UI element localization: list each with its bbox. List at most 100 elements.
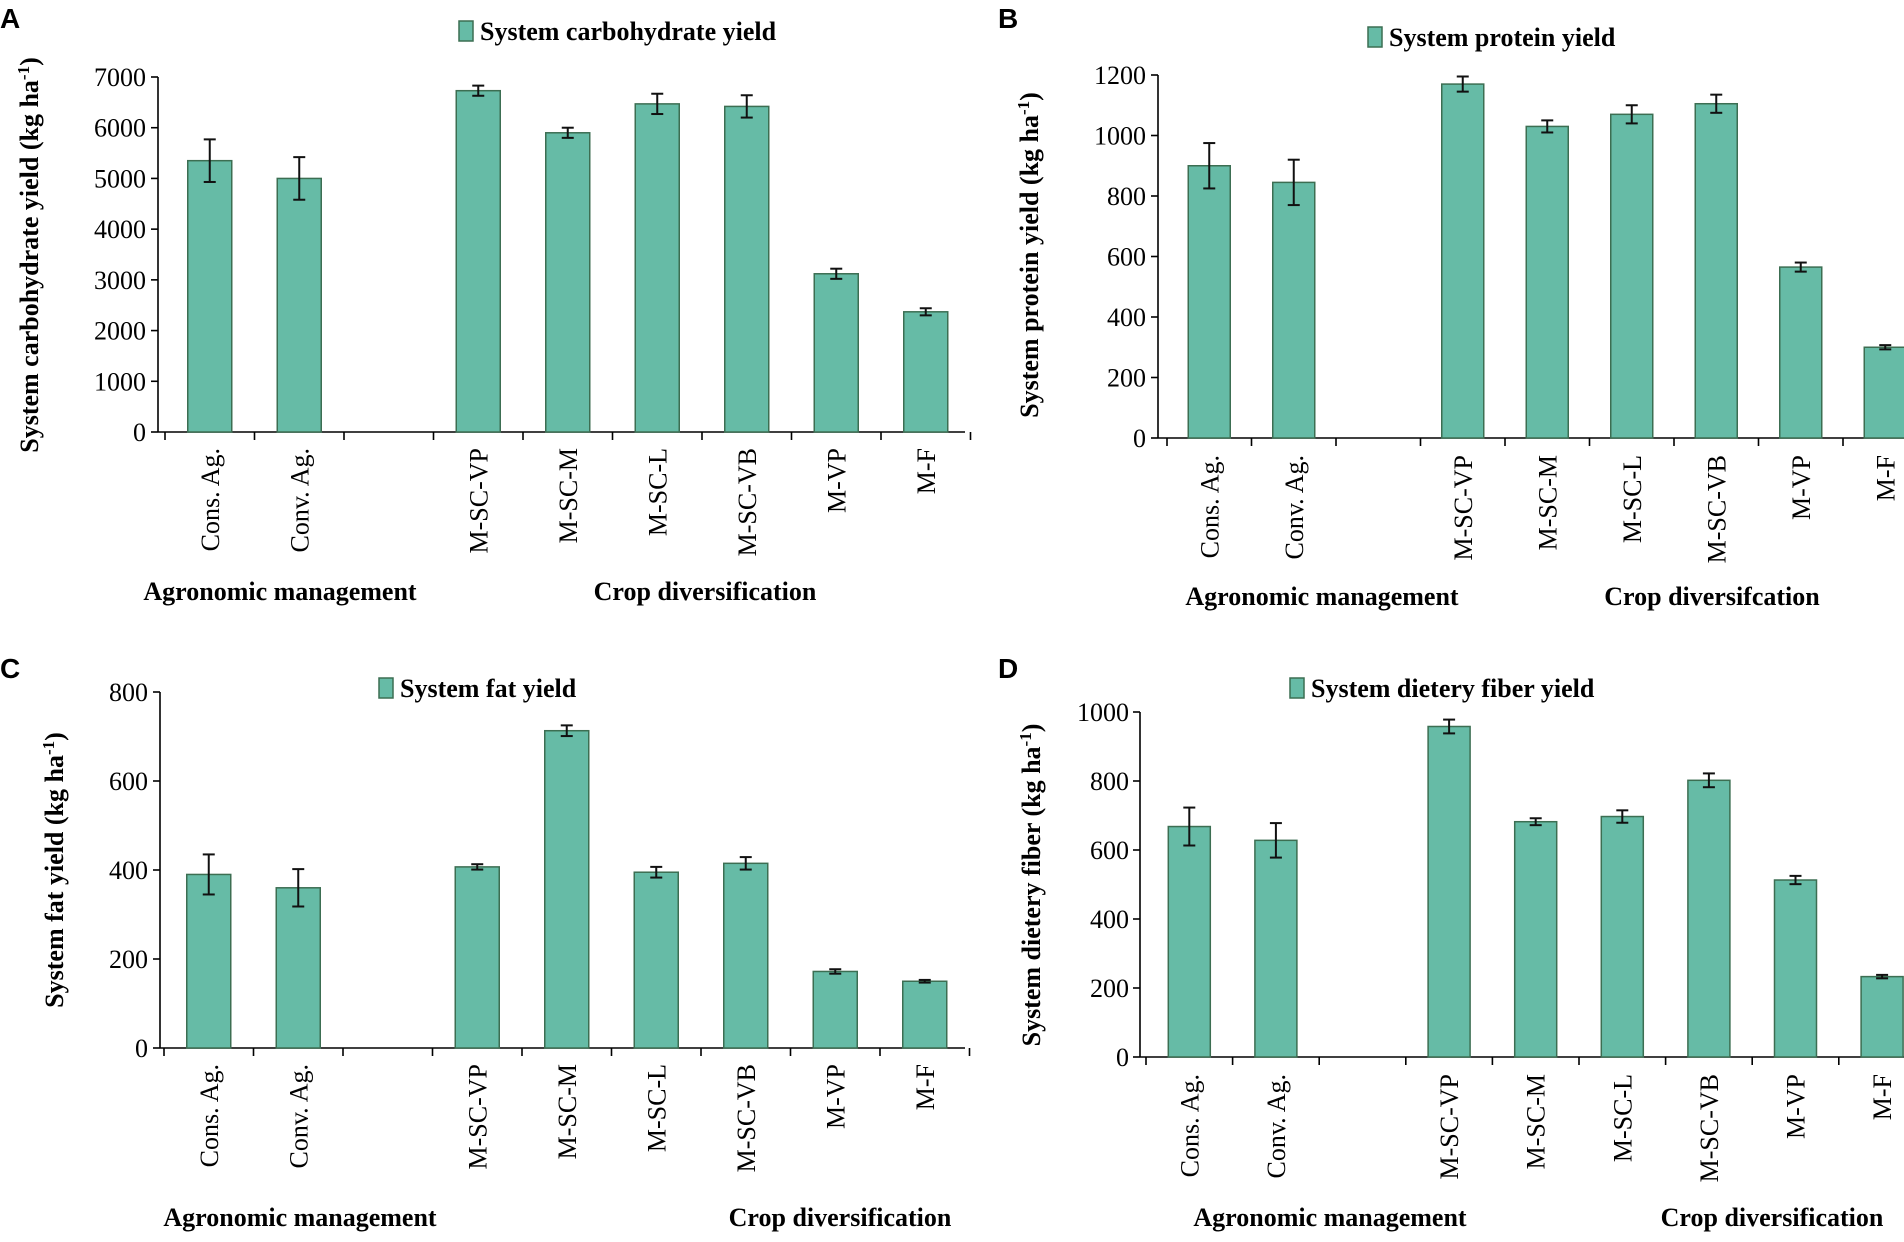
y-tick-label: 1000 [1077,698,1129,727]
bar [1513,820,1558,1058]
y-tick-label: 2000 [94,317,146,346]
error-bar [472,84,485,97]
legend-swatch [1289,677,1305,699]
bar [1860,975,1904,1058]
error-bar [1616,809,1629,824]
x-tick-label: M-SC-M [1522,1074,1551,1169]
x-tick-label: Conv. Ag. [285,448,314,553]
error-bar [561,126,574,139]
error-bar [293,156,306,201]
x-tick-label: M-SC-VP [1435,1074,1464,1179]
bar [1610,113,1654,439]
y-tick-label: 0 [135,1034,148,1063]
chart-panel-d: D System dietery fiber yield 0 200 400 600 800… [998,653,1904,1232]
x-tick-label: M-SC-VB [733,448,762,556]
bar [812,970,858,1049]
x-tick-label: M-SC-L [1618,455,1647,543]
error-bar [829,968,842,975]
x-tick-label: M-SC-VB [732,1064,761,1172]
y-tick-label: 1000 [94,367,146,396]
error-bar [1876,973,1889,980]
x-tick-label: Conv. Ag. [1262,1074,1291,1179]
y-tick-label: 6000 [94,114,146,143]
error-bar [830,267,843,280]
legend-label: System dietery fiber yield [1311,674,1595,703]
error-bar [1203,142,1216,190]
y-tick-label: 600 [1090,836,1129,865]
x-tick-label: M-SC-M [553,1064,582,1159]
x-tick-label: M-F [1868,1074,1897,1120]
y-axis-label: System dietery fiber (kg ha-1) [1016,724,1047,1047]
legend-swatch [1367,26,1383,48]
error-bar [1541,119,1554,134]
bar [1779,266,1823,439]
chart-panel-b: B System protein yield 0 200 400 600 800 1000 12… [998,3,1904,611]
y-tick-label: 1000 [1094,122,1146,151]
bar [186,873,232,1049]
bar [813,273,859,433]
bar [1187,165,1231,439]
y-tick-label: 5000 [94,164,146,193]
bar [1687,779,1731,1058]
y-tick-label: 200 [1107,364,1146,393]
y-tick-label: 400 [1090,905,1129,934]
bar [902,980,948,1049]
x-tick-label: M-VP [1782,1074,1811,1139]
x-tick-label: M-SC-VB [1695,1074,1724,1182]
error-bar [292,868,305,908]
bar [1441,83,1485,439]
x-tick-label: M-SC-VP [1449,455,1478,560]
error-bar [1529,817,1542,827]
error-bar [560,724,573,738]
panel-letter: B [998,3,1018,34]
x-tick-label: M-SC-M [1533,455,1562,550]
x-tick-label: M-SC-VP [464,448,493,553]
group-label: Agronomic management [1185,582,1459,611]
group-label: Crop diversifcation [1604,582,1820,611]
y-tick-label: 1200 [1094,61,1146,90]
bar [1167,825,1212,1058]
y-axis-label: System protein yield (kg ha-1) [1014,92,1045,418]
x-tick-label: M-VP [822,448,851,513]
x-tick-label: M-SC-M [554,448,583,543]
error-bar [1456,75,1469,93]
bar [187,159,233,433]
x-tick-label: Cons. Ag. [1175,1074,1204,1177]
y-axis-label: System fat yield (kg ha-1) [39,732,70,1008]
error-bar [471,863,484,871]
bar [1427,725,1471,1058]
bar [276,177,322,433]
y-tick-label: 7000 [94,63,146,92]
x-tick-label: M-SC-L [643,448,672,536]
x-tick-label: M-SC-VB [1702,455,1731,563]
bar [454,866,500,1049]
bar [723,862,769,1049]
group-label: Agronomic management [143,577,417,606]
bar [455,89,501,433]
x-tick-label: M-F [1871,455,1900,501]
bar [724,105,770,433]
error-bar [918,978,931,984]
y-tick-label: 0 [1133,424,1146,453]
error-bar [1879,344,1892,351]
group-label: Crop diversification [594,577,817,606]
x-tick-label: Conv. Ag. [1280,455,1309,560]
legend-label: System fat yield [400,674,577,703]
error-bar [739,856,752,871]
panel-letter: C [0,653,20,684]
bar [1525,125,1569,439]
error-bar [1183,806,1196,847]
chart-panel-a: A System carbohydrate yield 0 1000 2000 3000 4… [0,3,972,606]
bar [275,887,321,1049]
y-tick-label: 0 [1116,1043,1129,1072]
group-label: Crop diversification [1661,1203,1884,1232]
y-tick-label: 200 [1090,974,1129,1003]
bar [1600,815,1645,1058]
y-tick-label: 600 [109,767,148,796]
x-tick-label: Cons. Ag. [1195,455,1224,558]
error-bar [1710,93,1723,114]
error-bar [1269,822,1282,859]
bar [1773,879,1818,1058]
legend-swatch [378,677,394,699]
